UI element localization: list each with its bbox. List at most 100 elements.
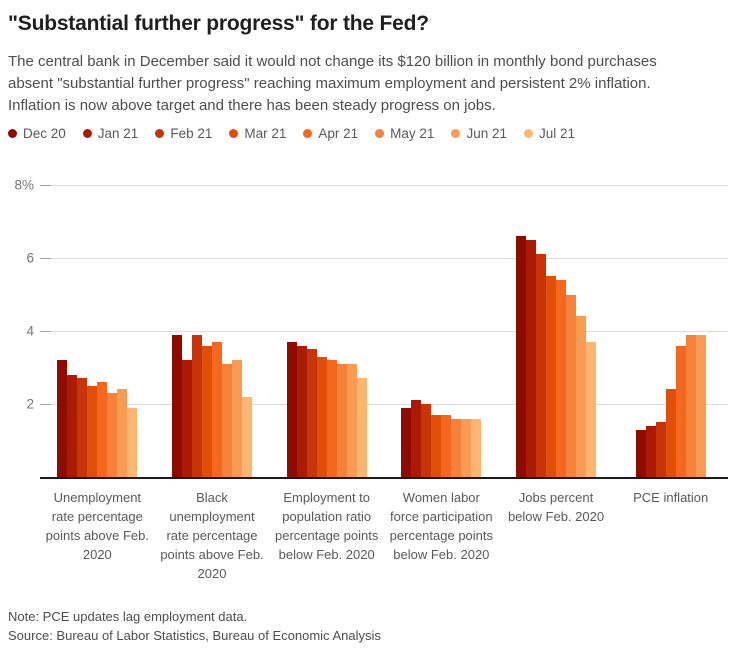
axis-tick bbox=[40, 258, 51, 259]
chart-title: "Substantial further progress" for the F… bbox=[8, 12, 429, 35]
bar-jan-21 bbox=[182, 360, 192, 477]
bar-mar-21 bbox=[316, 356, 327, 477]
bar-mar-21 bbox=[546, 276, 557, 477]
bar-jan-21 bbox=[67, 374, 78, 477]
bar-dec-20 bbox=[516, 236, 527, 477]
bar-dec-20 bbox=[401, 407, 412, 477]
bar-dec-20 bbox=[286, 341, 297, 477]
category-label-text: Black unemployment rate percentage point… bbox=[160, 490, 264, 581]
legend-item-label: Jan 21 bbox=[97, 125, 139, 141]
bar-group-pce-inflation bbox=[613, 185, 728, 477]
axis-tick bbox=[40, 185, 51, 186]
bar-jul-21 bbox=[356, 378, 367, 477]
axis-tick bbox=[40, 404, 51, 405]
bar-feb-21 bbox=[421, 404, 432, 477]
axis-tick bbox=[40, 331, 51, 332]
legend-item-label: Dec 20 bbox=[23, 125, 66, 141]
bar-mar-21 bbox=[665, 389, 676, 477]
legend-item-jan-21: Jan 21 bbox=[82, 125, 139, 141]
legend-item-label: Jun 21 bbox=[466, 125, 507, 141]
legend-item-mar-21: Mar 21 bbox=[229, 126, 286, 141]
bar-feb-21 bbox=[77, 378, 88, 477]
category-label: Employment to population ratio percentag… bbox=[269, 488, 384, 583]
legend-item-label: Feb 21 bbox=[170, 125, 213, 141]
y-axis-label-4: 4 bbox=[26, 323, 34, 339]
category-label: Unemployment rate percentage points abov… bbox=[40, 488, 155, 583]
legend-color-dot bbox=[303, 128, 313, 138]
category-label: Black unemployment rate percentage point… bbox=[155, 488, 270, 583]
chart-subtitle: The central bank in December said it wou… bbox=[8, 53, 657, 114]
bar-jun-21 bbox=[346, 363, 357, 477]
bar-jan-21 bbox=[411, 400, 422, 477]
legend-item-feb-21: Feb 21 bbox=[155, 126, 212, 141]
category-label: PCE inflation bbox=[613, 488, 728, 583]
chart-legend: Dec 20 Jan 21 Feb 21 Mar 21 Apr 21 May 21 Jun … bbox=[8, 125, 728, 141]
legend-item-jun-21: Jun 21 bbox=[451, 126, 507, 141]
bar-may-21 bbox=[222, 363, 232, 477]
bar-jul-21 bbox=[242, 396, 252, 477]
bar-apr-21 bbox=[326, 360, 337, 477]
gridline-2 bbox=[40, 404, 728, 405]
bar-jul-21 bbox=[127, 407, 138, 477]
bar-may-21 bbox=[451, 418, 462, 477]
bar-mar-21 bbox=[202, 345, 212, 477]
x-axis-labels: Unemployment rate percentage points abov… bbox=[40, 488, 728, 583]
legend-color-dot bbox=[8, 128, 17, 138]
bar-jun-21 bbox=[117, 389, 128, 477]
bar-jan-21 bbox=[645, 425, 656, 477]
bar-jun-21 bbox=[576, 316, 587, 477]
legend-item-label: Jul 21 bbox=[539, 125, 576, 141]
legend-item-label: May 21 bbox=[390, 125, 435, 141]
bar-chart: 8% 6 4 2 bbox=[8, 178, 728, 479]
chart-source: Source: Bureau of Labor Statistics, Bure… bbox=[8, 628, 381, 643]
bar-dec-20 bbox=[172, 334, 182, 477]
bar-jun-21 bbox=[461, 418, 472, 477]
legend-color-dot bbox=[229, 128, 239, 138]
bar-may-21 bbox=[566, 294, 577, 477]
bar-apr-21 bbox=[441, 414, 452, 477]
legend-item-may-21: May 21 bbox=[375, 126, 434, 141]
bar-group-jobs-percent-below-feb-2020 bbox=[499, 185, 614, 477]
bar-group-employment-to-population-ratio bbox=[269, 185, 384, 477]
legend-item-label: Apr 21 bbox=[318, 125, 359, 141]
bar-dec-20 bbox=[57, 360, 68, 477]
bar-dec-20 bbox=[635, 429, 646, 477]
category-label: Women labor force participation percenta… bbox=[384, 488, 499, 583]
bar-jan-21 bbox=[296, 345, 307, 477]
bar-jun-21 bbox=[695, 334, 706, 477]
bar-group-black-unemployment-rate-percen bbox=[155, 185, 270, 477]
bar-jan-21 bbox=[526, 239, 537, 477]
legend-color-dot bbox=[82, 128, 92, 138]
category-label-text: PCE inflation bbox=[633, 490, 709, 505]
bar-jul-21 bbox=[471, 418, 482, 477]
bar-feb-21 bbox=[306, 349, 317, 477]
category-label-text: Women labor force participation percenta… bbox=[389, 490, 494, 562]
bar-apr-21 bbox=[212, 341, 222, 477]
bar-feb-21 bbox=[655, 422, 666, 477]
legend-item-apr-21: Apr 21 bbox=[303, 126, 358, 141]
legend-color-dot bbox=[451, 128, 461, 138]
gridline-4 bbox=[40, 331, 728, 332]
gridline-8 bbox=[40, 185, 728, 186]
legend-color-dot bbox=[524, 128, 533, 138]
bar-feb-21 bbox=[192, 334, 202, 477]
bar-may-21 bbox=[336, 363, 347, 477]
bar-feb-21 bbox=[536, 254, 547, 477]
category-label-text: Jobs percent below Feb. 2020 bbox=[507, 490, 605, 524]
legend-color-dot bbox=[375, 128, 385, 138]
gridline-6 bbox=[40, 258, 728, 259]
bar-apr-21 bbox=[97, 382, 108, 477]
y-axis-label-2: 2 bbox=[26, 396, 34, 412]
y-axis-label-8: 8% bbox=[14, 177, 34, 193]
chart-footer: Note: PCE updates lag employment data. S… bbox=[8, 607, 728, 645]
legend-item-jul-21: Jul 21 bbox=[524, 126, 575, 141]
category-label-text: Unemployment rate percentage points abov… bbox=[45, 490, 149, 562]
bar-jun-21 bbox=[232, 360, 242, 477]
bar-mar-21 bbox=[431, 414, 442, 477]
bar-apr-21 bbox=[556, 279, 567, 477]
chart-note: Note: PCE updates lag employment data. bbox=[8, 609, 248, 624]
category-label-text: Employment to population ratio percentag… bbox=[274, 490, 379, 562]
bar-may-21 bbox=[107, 393, 118, 477]
y-axis-label-6: 6 bbox=[26, 250, 34, 266]
